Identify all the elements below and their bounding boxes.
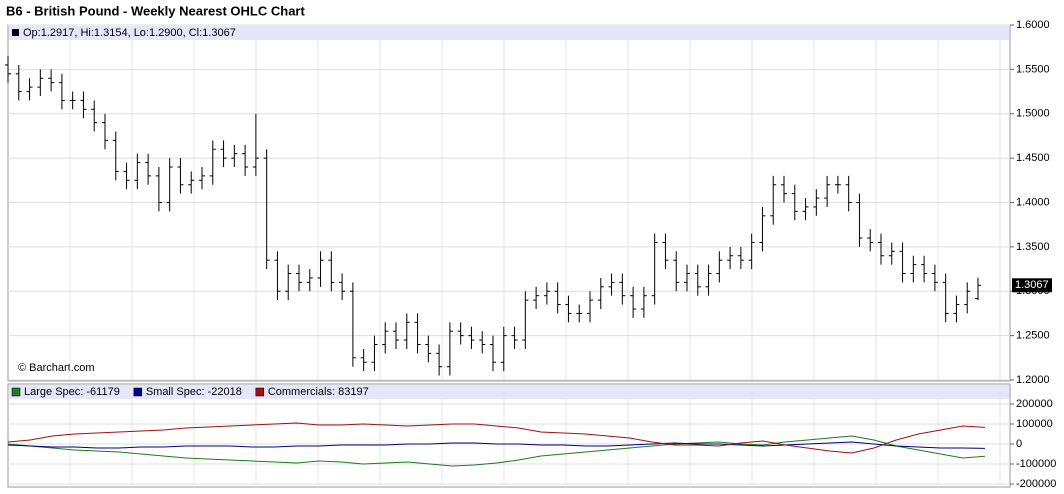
legend-label: Small Spec: -22018: [146, 386, 242, 398]
y-tick-label: 1.6000: [1016, 19, 1050, 31]
credit: © Barchart.com: [18, 362, 95, 374]
y-tick-label: 1.3500: [1016, 241, 1050, 253]
y-tick-label: 1.4500: [1016, 152, 1050, 164]
cot-panel: [7, 383, 1011, 488]
legend-swatch: [11, 387, 21, 397]
legend-label: Large Spec: -61179: [24, 386, 120, 398]
legend-label: Commercials: 83197: [268, 386, 369, 398]
y-tick-label: 1.5500: [1016, 63, 1050, 75]
chart-title: B6 - British Pound - Weekly Nearest OHLC…: [6, 3, 305, 18]
y-tick-label: 100000: [1016, 418, 1053, 430]
y-tick-label: 1.5000: [1016, 108, 1050, 120]
y-tick-label: 1.2500: [1016, 330, 1050, 342]
last-price-label: 1.3067: [1015, 279, 1049, 291]
y-tick-label: 200000: [1016, 398, 1053, 410]
info-strip: [9, 26, 1009, 40]
info-swatch: [12, 29, 19, 36]
cot-line: [7, 435, 986, 467]
cot-line: [7, 441, 986, 449]
y-tick-label: 1.2000: [1016, 374, 1050, 386]
y-tick-label: 1.4000: [1016, 196, 1050, 208]
legend-swatch: [133, 387, 143, 397]
y-tick-label: -200000: [1016, 478, 1056, 489]
ohlc-label: Op:1.2917, Hi:1.3154, Lo:1.2900, Cl:1.30…: [23, 27, 236, 39]
legend-swatch: [255, 387, 265, 397]
cot-line: [7, 422, 986, 454]
y-tick-label: -100000: [1016, 458, 1056, 470]
y-tick-label: 0: [1016, 438, 1022, 450]
last-price-box: [1012, 278, 1052, 293]
